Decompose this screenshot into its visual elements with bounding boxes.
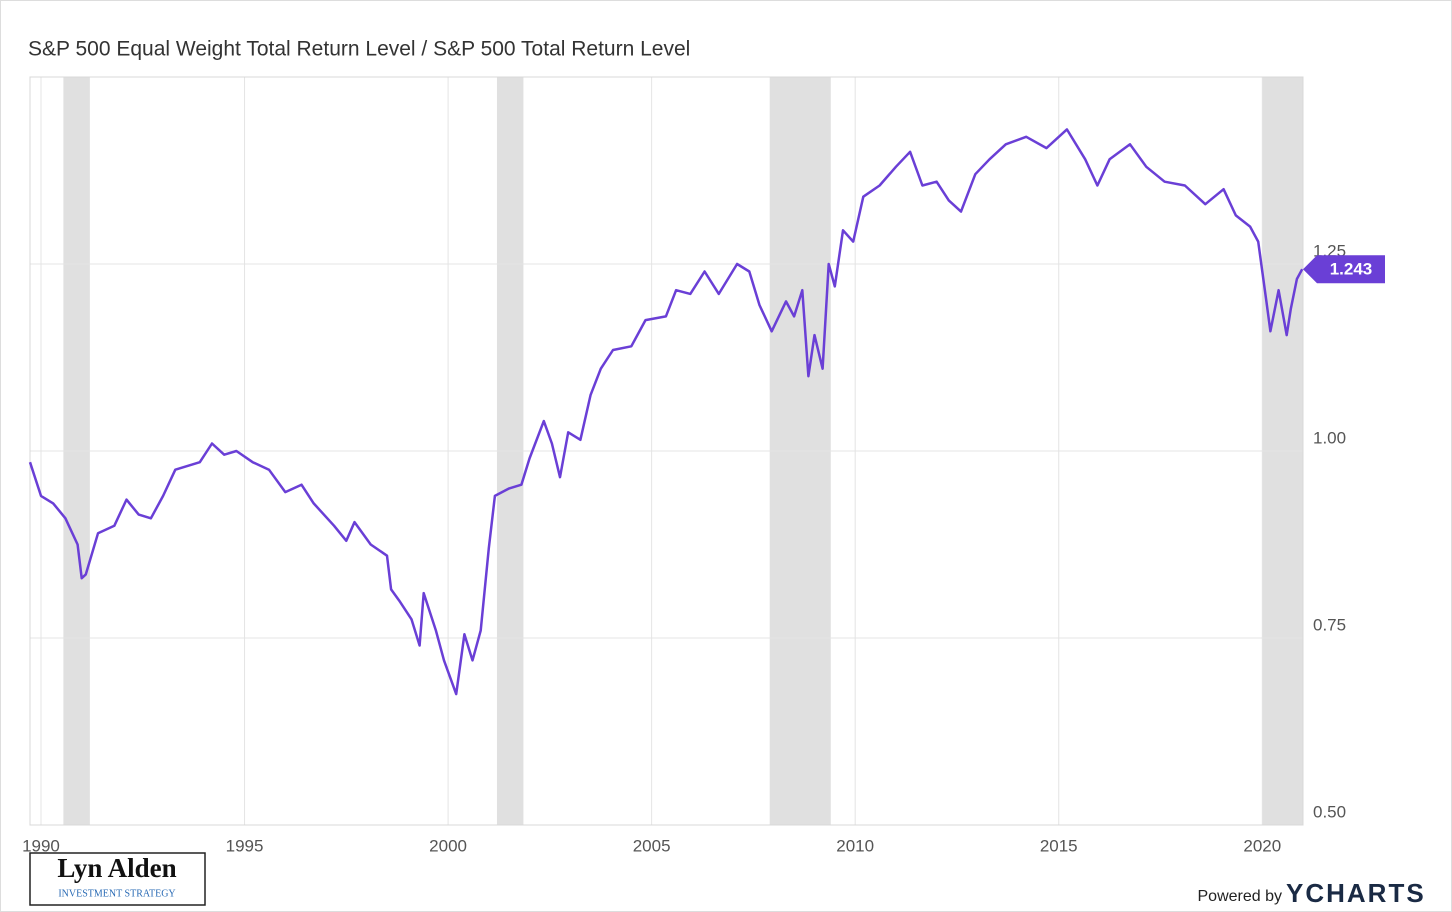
chart-title: S&P 500 Equal Weight Total Return Level … — [28, 38, 690, 61]
last-value-callout — [1303, 255, 1385, 284]
credit-brand: YCHARTS — [1286, 878, 1426, 908]
credit-prefix: Powered by — [1198, 888, 1283, 905]
x-tick-label: 2005 — [633, 836, 671, 855]
x-tick-label: 2020 — [1243, 836, 1281, 855]
y-tick-label: 0.50 — [1313, 802, 1346, 821]
watermark-box — [29, 852, 206, 906]
y-tick-label: 0.75 — [1313, 615, 1346, 634]
x-tick-label: 2010 — [836, 836, 874, 855]
x-tick-label: 1990 — [22, 836, 60, 855]
x-tick-label: 2015 — [1040, 836, 1078, 855]
x-tick-label: 1995 — [226, 836, 264, 855]
x-tick-label: 2000 — [429, 836, 467, 855]
last-value-label: 1.243 — [1330, 260, 1373, 279]
watermark-name: Lyn Alden — [57, 853, 176, 883]
y-tick-label: 1.00 — [1313, 428, 1346, 447]
watermark-tagline: INVESTMENT STRATEGY — [58, 888, 175, 899]
series-line — [28, 128, 1304, 696]
plot-border — [29, 76, 1304, 826]
